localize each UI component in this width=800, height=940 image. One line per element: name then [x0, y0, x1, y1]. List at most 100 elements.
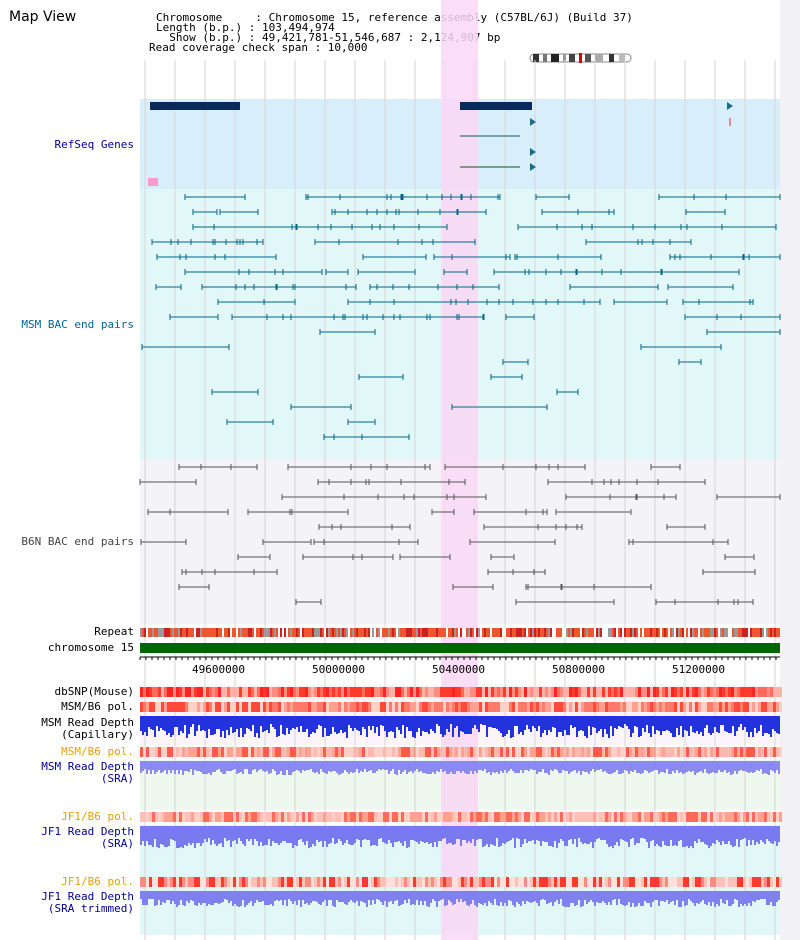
- dbsnp-cell: [743, 687, 746, 697]
- msm-pol2-cell: [776, 747, 779, 757]
- msm-cap-depth: [688, 716, 690, 736]
- msm-sra-depth: [446, 761, 448, 774]
- jf1-sra-depth: [302, 826, 304, 842]
- jf1-pol2-cell: [491, 877, 494, 887]
- msm-pol-cell: [701, 702, 704, 712]
- jf1-sra-depth: [496, 826, 498, 838]
- repeat-segment: [300, 628, 302, 637]
- jf1-trim-depth: [762, 891, 764, 899]
- msm-sra-depth: [306, 761, 308, 770]
- msm-pol2-cell: [728, 747, 731, 757]
- msm-sra-depth: [404, 761, 406, 770]
- jf1-trim-depth: [640, 891, 642, 906]
- repeat-segment: [614, 628, 616, 637]
- jf1-trim-depth: [692, 891, 694, 903]
- dbsnp-cell: [404, 687, 407, 697]
- dbsnp-cell: [257, 687, 260, 697]
- msm-pol2-cell: [701, 747, 704, 757]
- dbsnp-cell: [470, 687, 473, 697]
- msm-cap-depth: [756, 716, 758, 733]
- jf1-trim-depth: [178, 891, 180, 905]
- dbsnp-cell: [683, 687, 686, 697]
- dbsnp-cell: [545, 687, 548, 697]
- msm-sra-depth: [544, 761, 546, 773]
- jf1-pol-cell: [512, 812, 515, 822]
- msm-pol2-cell: [605, 747, 608, 757]
- info-length: Length (b.p.) : 103,494,974: [156, 21, 335, 34]
- jf1-trim-depth: [550, 891, 552, 902]
- msm-pol2-cell: [203, 747, 206, 757]
- jf1-pol-cell: [551, 812, 554, 822]
- msm-pol-cell: [545, 702, 548, 712]
- gene-arrow: [530, 118, 536, 126]
- repeat-segment: [586, 628, 588, 637]
- msm-sra-depth: [302, 761, 304, 770]
- msm-sra-depth: [688, 761, 690, 771]
- jf1-pol-cell: [374, 812, 377, 822]
- msm-sra-depth: [510, 761, 512, 769]
- msm-cap-depth: [200, 716, 202, 731]
- msm-sra-depth: [320, 761, 322, 769]
- msm-pol2-cell: [314, 747, 317, 757]
- jf1-pol2-cell: [761, 877, 764, 887]
- jf1-pol2-cell: [575, 877, 578, 887]
- jf1-trim-depth: [628, 891, 630, 902]
- jf1-trim-depth: [556, 891, 558, 900]
- jf1-pol-cell: [680, 812, 683, 822]
- jf1-sra-depth: [388, 826, 390, 840]
- msm-pol-cell: [740, 702, 743, 712]
- msm-cap-depth: [508, 716, 510, 730]
- msm-sra-depth: [344, 761, 346, 770]
- msm-cap-depth: [692, 716, 694, 732]
- jf1-sra-depth: [434, 826, 436, 842]
- msm-cap-depth: [638, 716, 640, 737]
- msm-cap-depth: [256, 716, 258, 733]
- jf1-trim-depth: [462, 891, 464, 902]
- msm-cap-depth: [504, 716, 506, 736]
- dbsnp-cell: [317, 687, 320, 697]
- chromosome-ideogram[interactable]: [529, 53, 632, 63]
- jf1-pol2-cell: [152, 877, 155, 887]
- msm-pol2-cell: [395, 747, 398, 757]
- msm-cap-depth: [592, 716, 594, 727]
- jf1-trim-depth: [264, 891, 266, 905]
- jf1-trim-depth: [318, 891, 320, 904]
- dbsnp-cell: [731, 687, 734, 697]
- msm-pol2-cell: [152, 747, 155, 757]
- jf1-trim-depth: [410, 891, 412, 905]
- jf1-pol2-cell: [590, 877, 593, 887]
- jf1-sra-depth: [644, 826, 646, 839]
- msm-pol-cell: [281, 702, 284, 712]
- repeat-segment: [562, 628, 564, 637]
- msm-cap-depth: [452, 716, 454, 737]
- msm-cap-depth: [720, 716, 722, 725]
- msm-sra-depth: [570, 761, 572, 772]
- msm-cap-depth: [258, 716, 260, 738]
- jf1-pol2-cell: [431, 877, 434, 887]
- jf1-sra-depth: [176, 826, 178, 848]
- msm-pol2-cell: [473, 747, 476, 757]
- repeat-segment: [438, 628, 440, 637]
- jf1-pol2-cell: [335, 877, 338, 887]
- jf1-trim-depth: [562, 891, 564, 906]
- repeat-segment: [216, 628, 218, 637]
- msm-pol2-cell: [767, 747, 770, 757]
- msm-pol-cell: [686, 702, 689, 712]
- jf1-trim-depth: [714, 891, 716, 907]
- jf1-pol-cell: [140, 812, 143, 822]
- jf1-pol-cell: [491, 812, 494, 822]
- msm-sra-depth: [380, 761, 382, 770]
- msm-pol2-cell: [155, 747, 158, 757]
- jf1-trim-depth: [246, 891, 248, 905]
- msm-sra-depth: [274, 761, 276, 771]
- msm-pol-cell: [605, 702, 608, 712]
- repeat-segment: [140, 628, 142, 637]
- jf1-pol-cell: [743, 812, 746, 822]
- repeat-segment: [648, 628, 650, 637]
- dbsnp-cell: [275, 687, 278, 697]
- msm-cap-depth: [752, 716, 754, 737]
- msm-sra-depth: [150, 761, 152, 774]
- msm-sra-depth: [660, 761, 662, 772]
- msm-pol2-cell: [482, 747, 485, 757]
